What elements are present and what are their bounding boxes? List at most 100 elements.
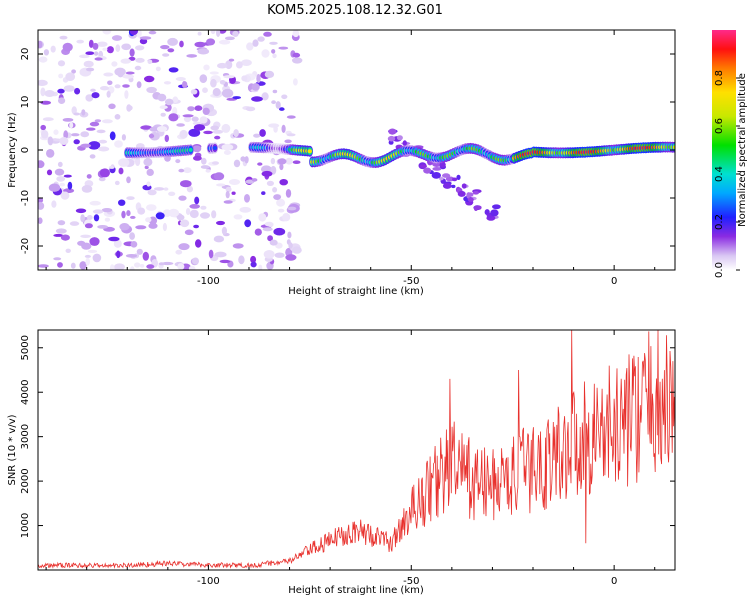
noise-blob <box>148 222 158 229</box>
noise-blob <box>185 208 191 215</box>
y-tick-label: 3000 <box>20 424 31 449</box>
noise-blob <box>86 127 96 131</box>
noise-blob <box>292 57 303 64</box>
noise-blob <box>106 90 111 98</box>
noise-blob <box>261 92 269 101</box>
noise-blob <box>199 74 208 83</box>
noise-blob <box>46 169 53 176</box>
noise-blob <box>251 83 260 91</box>
noise-blob <box>40 124 46 131</box>
noise-blob <box>194 41 206 48</box>
noise-blob <box>223 150 231 156</box>
noise-blob <box>144 165 149 170</box>
noise-blob <box>146 264 155 269</box>
noise-blob <box>241 75 248 82</box>
noise-blob <box>231 191 236 195</box>
noise-blob <box>269 41 278 45</box>
noise-blob <box>182 81 188 89</box>
noise-blob <box>221 226 227 235</box>
noise-blob <box>119 223 130 231</box>
noise-blob <box>59 35 68 40</box>
noise-blob <box>156 126 168 132</box>
noise-blob <box>228 58 235 62</box>
noise-blob <box>439 161 446 168</box>
noise-blob <box>209 71 219 75</box>
snr-panel: -100 -50 0 1000 2000 3000 4000 5000 Height of s… <box>7 329 676 596</box>
noise-blob <box>41 130 49 139</box>
noise-blob <box>62 118 74 122</box>
noise-blob <box>146 168 154 176</box>
noise-blob <box>107 80 113 86</box>
noise-blob <box>167 48 175 53</box>
noise-blob <box>276 198 286 207</box>
trace-core <box>188 147 193 152</box>
noise-blob <box>232 243 244 249</box>
noise-blob <box>87 249 98 253</box>
noise-blob <box>125 71 135 75</box>
noise-blob <box>136 248 143 255</box>
noise-blob <box>97 146 110 152</box>
snr-ticks: -100 -50 0 1000 2000 3000 4000 5000 <box>20 330 675 587</box>
noise-blob <box>251 96 263 102</box>
noise-blob <box>281 124 286 133</box>
noise-blob <box>97 225 108 229</box>
noise-blob <box>55 228 67 234</box>
noise-blob <box>99 168 110 178</box>
noise-blob <box>423 167 432 174</box>
trace-core <box>212 146 218 150</box>
noise-blob <box>388 128 397 135</box>
noise-blob <box>48 183 61 192</box>
noise-blob <box>200 205 207 210</box>
noise-blob <box>134 262 141 268</box>
noise-blob <box>53 257 62 261</box>
noise-blob <box>202 87 208 93</box>
noise-blob <box>258 213 267 222</box>
noise-blob <box>219 259 231 264</box>
noise-blob <box>279 179 289 186</box>
x-tick-label: -100 <box>197 576 220 587</box>
noise-blob <box>148 30 157 35</box>
noise-blob <box>180 219 190 228</box>
figure-title: KOM5.2025.108.12.32.G01 <box>267 3 443 18</box>
noise-blob <box>467 197 474 202</box>
noise-blob <box>164 134 169 143</box>
noise-blob <box>232 96 241 100</box>
noise-blob <box>476 205 482 210</box>
noise-blob <box>236 61 243 69</box>
noise-blob <box>140 125 152 130</box>
noise-blob <box>223 75 235 79</box>
noise-blob <box>175 249 183 255</box>
noise-blob <box>221 88 234 98</box>
noise-blob <box>114 140 123 148</box>
spectrogram-trace <box>124 141 675 169</box>
noise-blob <box>213 235 225 243</box>
noise-blob <box>212 129 224 134</box>
noise-blob <box>38 160 45 169</box>
noise-blob <box>130 215 136 219</box>
noise-blob <box>139 36 152 40</box>
noise-blob <box>114 84 121 89</box>
noise-blob <box>129 30 139 36</box>
noise-blob <box>167 37 179 46</box>
noise-blob <box>126 176 131 184</box>
noise-blob <box>282 213 291 222</box>
noise-blob <box>120 58 132 64</box>
noise-blob <box>261 191 266 196</box>
noise-blob <box>106 46 114 54</box>
noise-blob <box>257 162 263 166</box>
noise-blob <box>250 261 257 268</box>
noise-blob <box>129 48 135 57</box>
x-tick-label: 0 <box>611 276 617 287</box>
noise-blob <box>271 100 276 105</box>
noise-blob <box>210 78 217 88</box>
noise-blob <box>457 190 466 197</box>
noise-blob <box>59 182 66 187</box>
colorbar-tick-label: 0.4 <box>714 166 725 182</box>
noise-blob <box>161 261 174 266</box>
noise-blob <box>158 262 165 266</box>
noise-blob <box>431 172 441 179</box>
noise-blob <box>270 157 276 165</box>
noise-blob <box>246 42 254 51</box>
noise-blob <box>472 191 479 195</box>
